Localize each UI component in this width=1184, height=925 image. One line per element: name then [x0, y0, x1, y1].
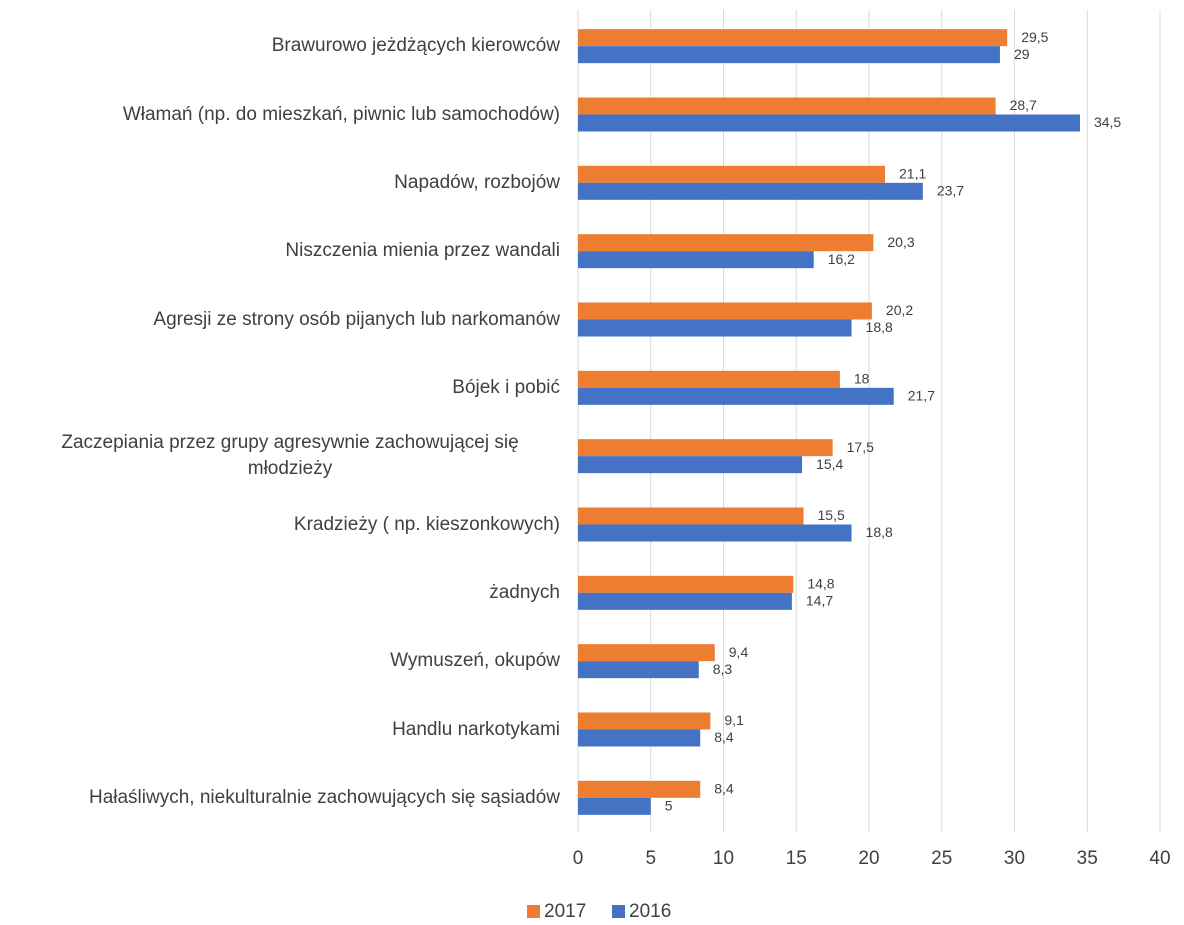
- x-tick-label: 25: [931, 848, 952, 869]
- value-label: 21,1: [899, 166, 926, 182]
- value-label: 9,1: [724, 712, 744, 728]
- bar: [578, 387, 894, 405]
- bar: [578, 251, 814, 269]
- bar: [578, 114, 1080, 132]
- bar: [578, 644, 715, 662]
- x-tick-label: 15: [786, 848, 807, 869]
- legend-swatch: [527, 905, 540, 918]
- bar: [578, 797, 651, 815]
- category-label: Kradzieży ( np. kieszonkowych): [294, 512, 560, 538]
- value-label: 16,2: [828, 251, 855, 267]
- value-label: 17,5: [847, 439, 874, 455]
- value-label: 18,8: [866, 319, 893, 335]
- x-tick-label: 40: [1149, 848, 1170, 869]
- bar: [578, 712, 711, 730]
- value-label: 8,4: [714, 729, 734, 745]
- x-tick-label: 30: [1004, 848, 1025, 869]
- bar: [578, 729, 701, 747]
- x-tick-label: 0: [573, 848, 584, 869]
- category-label: Bójek i pobić: [452, 375, 560, 401]
- category-label: Hałaśliwych, niekulturalnie zachowującyc…: [89, 785, 560, 811]
- value-label: 15,5: [818, 507, 845, 523]
- bar: [578, 439, 833, 457]
- value-label: 18,8: [866, 524, 893, 540]
- x-tick-label: 35: [1077, 848, 1098, 869]
- category-label: Brawurowo jeżdżących kierowców: [272, 33, 560, 59]
- value-label: 14,7: [806, 593, 833, 609]
- bar: [578, 165, 886, 183]
- x-tick-label: 5: [645, 848, 656, 869]
- bar: [578, 780, 701, 798]
- category-text: Brawurowo jeżdżących kierowców: [271, 35, 560, 57]
- category-text: Handlu narkotykami: [392, 718, 560, 740]
- category-text: Niszczenia mienia przez wandali: [285, 240, 560, 262]
- bar: [578, 302, 872, 320]
- bar: [578, 370, 840, 388]
- legend-swatch: [612, 905, 625, 918]
- value-label: 8,4: [714, 781, 734, 797]
- x-tick-label: 10: [713, 848, 734, 869]
- legend-label: 2016: [629, 901, 671, 922]
- category-text: Hałaśliwych, niekulturalnie zachowującyc…: [88, 786, 560, 808]
- x-tick-label: 20: [858, 848, 879, 869]
- category-label: Niszczenia mienia przez wandali: [285, 238, 560, 264]
- value-label: 34,5: [1094, 114, 1121, 130]
- value-label: 21,7: [908, 388, 935, 404]
- bar: [578, 29, 1008, 47]
- category-text: żadnych: [489, 581, 560, 603]
- category-text: Bójek i pobić: [452, 376, 560, 398]
- value-label: 8,3: [713, 661, 733, 677]
- category-label: Włamań (np. do mieszkań, piwnic lub samo…: [123, 102, 560, 128]
- bar: [578, 46, 1000, 64]
- bar: [578, 507, 804, 525]
- category-text: Napadów, rozbojów: [394, 171, 560, 193]
- category-text: Kradzieży ( np. kieszonkowych): [293, 513, 560, 535]
- value-label: 20,2: [886, 302, 913, 318]
- category-label: Handlu narkotykami: [392, 717, 560, 743]
- value-label: 18: [854, 371, 870, 387]
- value-label: 29: [1014, 46, 1030, 62]
- category-label: Zaczepiania przez grupy agresywnie zacho…: [20, 430, 560, 482]
- value-label: 5: [665, 798, 673, 814]
- category-label: żadnych: [489, 580, 560, 606]
- value-label: 29,5: [1021, 29, 1048, 45]
- value-label: 28,7: [1010, 97, 1037, 113]
- bar: [578, 97, 996, 115]
- value-label: 9,4: [729, 644, 749, 660]
- value-label: 15,4: [816, 456, 843, 472]
- bar: [578, 575, 794, 593]
- category-label: Agresji ze strony osób pijanych lub nark…: [153, 307, 560, 333]
- category-text: Wymuszeń, okupów: [390, 650, 560, 672]
- bar: [578, 182, 923, 200]
- legend-label: 2017: [544, 901, 586, 922]
- bar: [578, 661, 699, 679]
- value-label: 23,7: [937, 183, 964, 199]
- bar: [578, 456, 803, 474]
- category-label: Wymuszeń, okupów: [390, 648, 560, 674]
- bar: [578, 524, 852, 542]
- category-text: Agresji ze strony osób pijanych lub nark…: [153, 308, 560, 330]
- category-text: Zaczepiania przez grupy agresywnie zacho…: [61, 432, 519, 480]
- value-label: 14,8: [807, 576, 834, 592]
- bar: [578, 319, 852, 337]
- value-label: 20,3: [887, 234, 914, 250]
- bar: [578, 592, 792, 610]
- category-label: Napadów, rozbojów: [394, 170, 560, 196]
- bar: [578, 234, 874, 252]
- category-text: Włamań (np. do mieszkań, piwnic lub samo…: [122, 103, 560, 125]
